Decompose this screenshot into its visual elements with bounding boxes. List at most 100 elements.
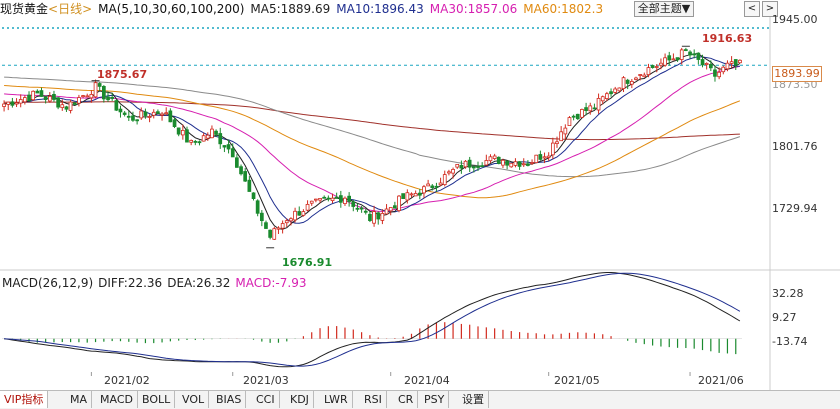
theme-dropdown[interactable]: 全部主题▼ bbox=[634, 1, 694, 17]
candle-body bbox=[289, 218, 293, 222]
candle-body bbox=[309, 200, 314, 204]
candle-body bbox=[592, 107, 597, 110]
candle-body bbox=[426, 183, 431, 187]
candle-body bbox=[613, 88, 618, 93]
candle-body bbox=[39, 90, 44, 97]
candle-body bbox=[338, 195, 343, 203]
candle-body bbox=[326, 197, 331, 200]
candle-body bbox=[738, 59, 742, 64]
tab-macd[interactable]: MACD bbox=[96, 391, 138, 408]
x-tick-label: 2021/04 bbox=[404, 374, 450, 387]
candle-body bbox=[64, 106, 69, 110]
macd-tick-label: 9.27 bbox=[772, 311, 797, 324]
candle-body bbox=[609, 91, 613, 95]
candle-body bbox=[334, 196, 339, 199]
candle-body bbox=[447, 171, 451, 174]
candle-body bbox=[605, 93, 609, 99]
tab-cci[interactable]: CCI bbox=[252, 391, 280, 408]
next-icon[interactable]: > bbox=[762, 1, 778, 17]
candle-body bbox=[717, 71, 722, 78]
tab-lwr[interactable]: LWR bbox=[320, 391, 353, 408]
tab-rsi[interactable]: RSI bbox=[360, 391, 387, 408]
candle-body bbox=[646, 67, 651, 75]
candle-body bbox=[201, 135, 206, 142]
candle-body bbox=[322, 196, 327, 199]
candle-body bbox=[517, 161, 522, 167]
candle-body bbox=[580, 109, 584, 118]
candle-body bbox=[297, 211, 302, 216]
candle-body bbox=[405, 192, 410, 201]
chart-header: 现货黄金<日线> MA(5,10,30,60,100,200) MA5:1889.6… bbox=[0, 0, 609, 18]
candle-body bbox=[600, 96, 605, 102]
tab-psy[interactable]: PSY bbox=[420, 391, 450, 408]
candle-body bbox=[650, 65, 655, 68]
candle-body bbox=[139, 110, 144, 119]
candle-body bbox=[189, 139, 193, 143]
candle-body bbox=[380, 212, 385, 221]
candle-body bbox=[6, 101, 11, 105]
candle-body bbox=[663, 57, 667, 66]
candle-body bbox=[27, 94, 31, 101]
candle-body bbox=[679, 49, 684, 60]
x-tick-label: 2021/02 bbox=[104, 374, 150, 387]
candle-body bbox=[559, 131, 564, 142]
tab-cr[interactable]: CR bbox=[394, 391, 419, 408]
period-selector[interactable]: <日线> bbox=[48, 2, 93, 16]
candle-body bbox=[434, 185, 439, 188]
ma100-line bbox=[4, 76, 741, 178]
macd-tick-label: 32.28 bbox=[772, 287, 804, 300]
candle-body bbox=[567, 117, 572, 126]
indicator-tab-bar: VIP指标 MA MACD BOLL VOL BIAS CCI KDJ LWR … bbox=[0, 390, 840, 409]
candle-body bbox=[251, 192, 256, 199]
candle-body bbox=[18, 99, 23, 104]
tab-kdj[interactable]: KDJ bbox=[286, 391, 314, 408]
candle-body bbox=[530, 162, 534, 164]
candle-body bbox=[218, 133, 223, 145]
tab-settings[interactable]: 设置 bbox=[458, 391, 489, 408]
x-tick-label: 2021/06 bbox=[698, 374, 744, 387]
candle-body bbox=[388, 207, 393, 212]
candle-body bbox=[542, 156, 547, 159]
candle-body bbox=[688, 51, 692, 56]
candle-body bbox=[480, 165, 485, 168]
candle-body bbox=[725, 62, 730, 70]
candle-body bbox=[131, 115, 135, 121]
macd-value: MACD:-7.93 bbox=[235, 276, 307, 290]
candle-body bbox=[505, 160, 510, 166]
prev-icon[interactable]: < bbox=[744, 1, 760, 17]
candle-body bbox=[692, 53, 697, 56]
ma60-value: MA60:1802.3 bbox=[523, 2, 604, 16]
candle-body bbox=[35, 90, 40, 94]
candle-body bbox=[359, 207, 364, 210]
tab-ma[interactable]: MA bbox=[66, 391, 93, 408]
ma60-line bbox=[4, 85, 741, 199]
tab-boll[interactable]: BOLL bbox=[138, 391, 176, 408]
tab-vip[interactable]: VIP指标 bbox=[0, 391, 49, 408]
candle-body bbox=[210, 128, 214, 139]
candle-body bbox=[438, 182, 443, 186]
candle-body bbox=[571, 115, 576, 118]
candle-body bbox=[85, 95, 90, 98]
candle-body bbox=[318, 197, 322, 201]
candle-body bbox=[675, 57, 680, 61]
candle-body bbox=[2, 103, 6, 107]
candle-body bbox=[234, 157, 239, 168]
x-tick-label: 2021/03 bbox=[243, 374, 289, 387]
candle-body bbox=[563, 127, 568, 135]
candle-body bbox=[243, 171, 247, 182]
tab-vol[interactable]: VOL bbox=[178, 391, 210, 408]
candle-body bbox=[455, 163, 460, 168]
candle-body bbox=[43, 96, 48, 100]
tab-bias[interactable]: BIAS bbox=[212, 391, 247, 408]
candle-body bbox=[176, 127, 181, 135]
instrument-name: 现货黄金 bbox=[0, 2, 49, 16]
candle-body bbox=[135, 119, 139, 122]
candle-body bbox=[721, 66, 726, 73]
candle-body bbox=[422, 186, 426, 194]
candle-body bbox=[110, 97, 114, 99]
candle-body bbox=[143, 111, 148, 116]
candle-body bbox=[239, 166, 243, 175]
candle-body bbox=[222, 145, 227, 148]
candle-body bbox=[180, 129, 185, 136]
candle-body bbox=[596, 98, 601, 111]
